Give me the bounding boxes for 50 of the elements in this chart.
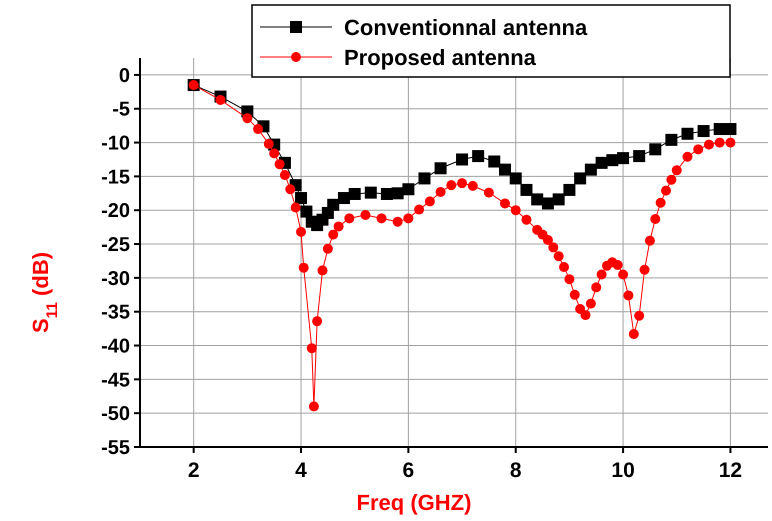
point	[434, 162, 447, 174]
point	[520, 184, 532, 196]
point	[300, 206, 312, 218]
point	[348, 188, 361, 200]
x-tick-label: 2	[188, 459, 200, 482]
y-tick-label: -50	[101, 403, 130, 426]
point	[418, 172, 430, 184]
point	[498, 164, 511, 176]
point	[488, 156, 500, 168]
y-tick-label: -10	[101, 132, 130, 155]
point	[338, 192, 350, 204]
y-tick-label: -35	[101, 302, 130, 324]
point	[456, 153, 468, 166]
x-tick-label: 8	[510, 459, 522, 482]
point	[295, 192, 308, 204]
point	[714, 123, 726, 136]
point	[681, 128, 694, 140]
legend-label: Conventionnal antenna	[344, 15, 588, 40]
point	[584, 164, 597, 176]
legend-label: Proposed antenna	[344, 45, 537, 70]
point	[698, 125, 710, 138]
point	[472, 150, 484, 162]
y-tick-label: -45	[101, 369, 130, 392]
point	[563, 184, 576, 196]
point	[327, 198, 340, 211]
point	[552, 193, 565, 206]
x-tick-label: 10	[611, 459, 635, 482]
point	[510, 172, 522, 184]
point	[531, 193, 544, 206]
point	[617, 152, 630, 164]
y-tick-label: -5	[112, 98, 130, 121]
y-tick-label: -30	[101, 268, 130, 290]
y-tick-label: -15	[101, 166, 130, 188]
x-tick-label: 6	[402, 459, 414, 482]
x-axis-title: Freq (GHZ)	[356, 490, 472, 515]
y-tick-label: -55	[101, 437, 130, 459]
point	[649, 143, 662, 156]
x-tick-label: 12	[718, 459, 742, 482]
point	[724, 123, 736, 136]
point	[364, 186, 377, 199]
y-tick-label: -25	[101, 234, 130, 256]
x-tick-label: 4	[295, 459, 308, 482]
y-tick-label: -20	[101, 200, 130, 222]
point	[596, 156, 608, 169]
y-tick-label: -40	[101, 336, 130, 358]
point	[633, 150, 646, 162]
point	[665, 134, 678, 146]
point	[402, 183, 414, 196]
y-tick-label: 0	[118, 64, 130, 87]
point	[574, 172, 586, 184]
